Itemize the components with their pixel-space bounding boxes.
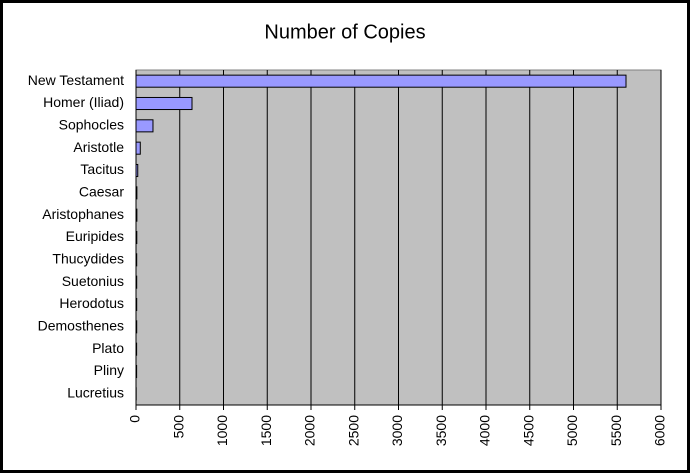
- x-tick-label: 2500: [345, 415, 361, 446]
- y-tick-label: Thucydides: [52, 251, 124, 267]
- x-tick-label: 1500: [258, 415, 274, 446]
- x-tick-label: 5500: [608, 415, 624, 446]
- bar: [135, 320, 138, 334]
- y-tick-label: Herodotus: [59, 295, 124, 311]
- x-tick-label: 3500: [433, 415, 449, 446]
- y-tick-label: Sophocles: [59, 117, 124, 133]
- x-tick-label: 5000: [564, 415, 580, 446]
- x-tick-label: 1000: [214, 415, 230, 446]
- y-tick-label: New Testament: [28, 72, 124, 88]
- bar: [135, 253, 138, 267]
- bar: [135, 275, 138, 289]
- x-tick-label: 6000: [652, 415, 668, 446]
- bar: [135, 163, 139, 178]
- x-tick-label: 0: [127, 415, 143, 423]
- bar: [135, 342, 138, 356]
- x-tick-label: 500: [170, 415, 186, 439]
- y-tick-label: Homer (Iliad): [43, 94, 124, 110]
- x-tick-label: 4000: [477, 415, 493, 446]
- bar: [135, 364, 138, 379]
- x-tick-label: 4500: [520, 415, 536, 446]
- y-tick-label: Plato: [92, 340, 124, 356]
- bar: [135, 74, 627, 88]
- y-tick-label: Aristophanes: [42, 206, 124, 222]
- x-tick-label: 3000: [389, 415, 405, 446]
- y-tick-label: Caesar: [79, 184, 124, 200]
- x-tick-label: 2000: [302, 415, 318, 446]
- y-tick-label: Pliny: [94, 362, 124, 378]
- bar: [135, 208, 138, 222]
- y-tick-label: Aristotle: [73, 139, 124, 155]
- y-tick-label: Euripides: [66, 228, 124, 244]
- y-tick-label: Tacitus: [80, 161, 124, 177]
- chart-title: Number of Copies: [264, 21, 425, 43]
- bar: [135, 141, 141, 155]
- y-tick-label: Suetonius: [62, 273, 124, 289]
- y-tick-label: Demosthenes: [38, 318, 124, 334]
- bar: [135, 297, 138, 312]
- bar: [135, 186, 138, 200]
- y-tick-label: Lucretius: [67, 385, 124, 401]
- bar: [135, 119, 154, 133]
- bar: [135, 230, 138, 245]
- bar: [135, 96, 193, 111]
